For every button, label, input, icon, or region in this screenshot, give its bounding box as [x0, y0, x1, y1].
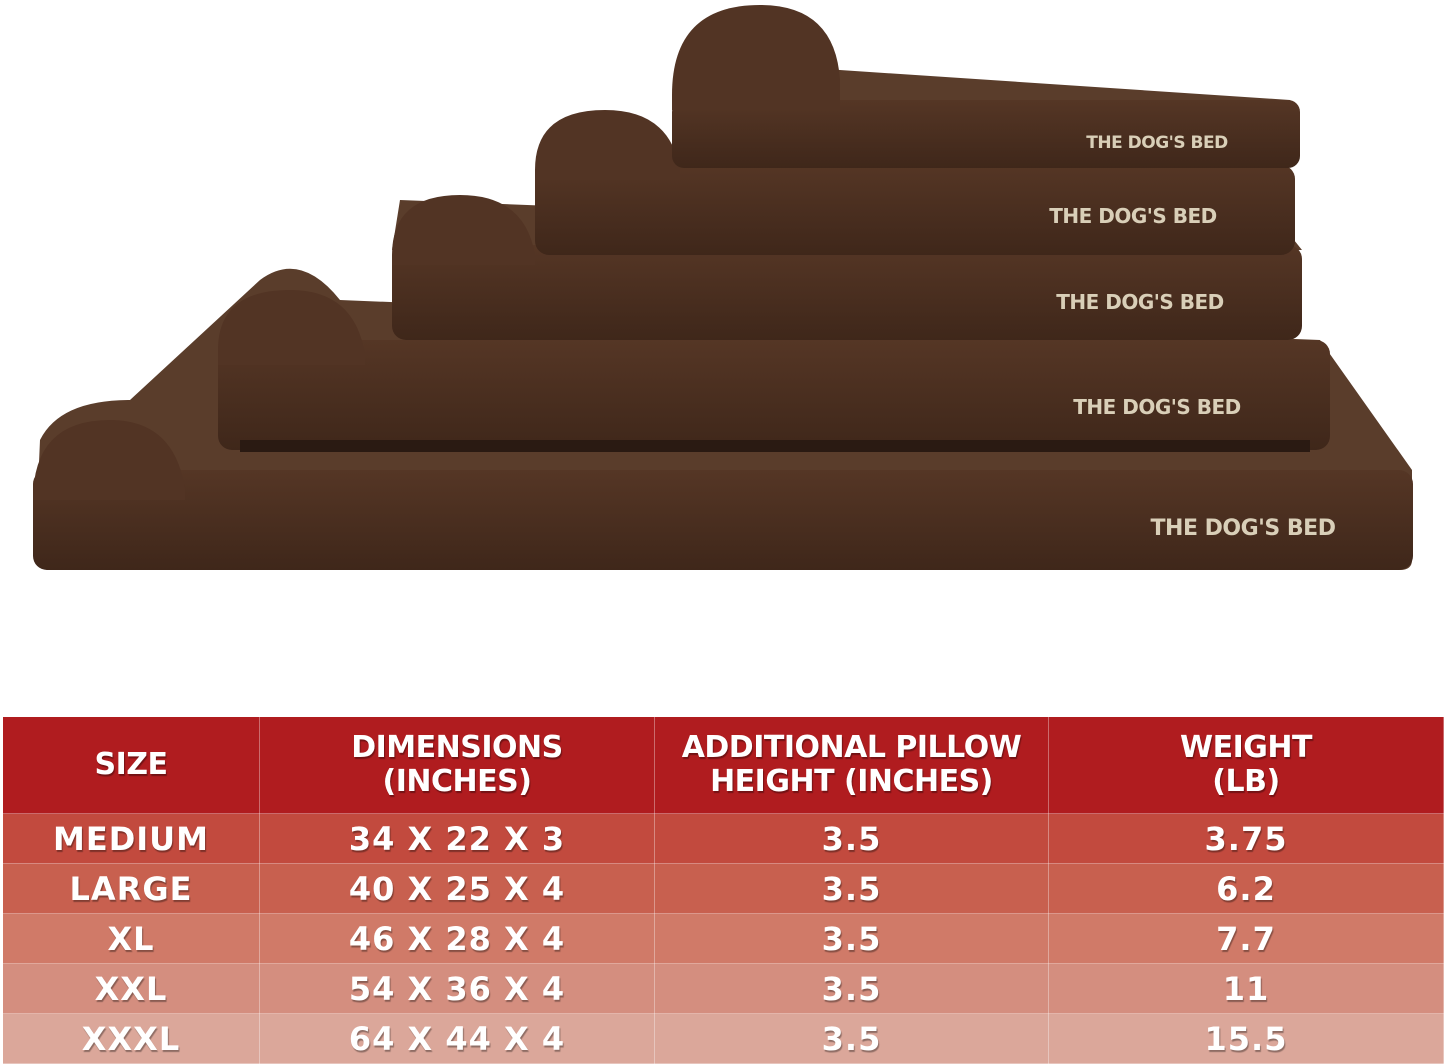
header-pillow-height: ADDITIONAL PILLOW HEIGHT (INCHES): [654, 716, 1049, 814]
cell-pillow-height: 3.5: [654, 863, 1049, 914]
table-row: MEDIUM 34 X 22 X 3 3.5 3.75: [2, 813, 1444, 864]
brand-label: THE DOG'S BED: [1049, 204, 1217, 228]
cell-size: XXXL: [2, 1013, 260, 1064]
brand-label: THE DOG'S BED: [1056, 290, 1224, 314]
cell-weight: 3.75: [1048, 813, 1444, 864]
brand-label: THE DOG'S BED: [1086, 133, 1228, 153]
cell-dimensions: 64 X 44 X 4: [259, 1013, 655, 1064]
header-weight: WEIGHT (LB): [1048, 716, 1444, 814]
brand-label: THE DOG'S BED: [1151, 516, 1336, 541]
cell-size: XXL: [2, 963, 260, 1014]
size-table: SIZE DIMENSIONS (INCHES) ADDITIONAL PILL…: [2, 716, 1444, 1064]
cell-size: XL: [2, 913, 260, 964]
bed-xxl: THE DOG'S BED: [218, 290, 1330, 452]
bed-medium: THE DOG'S BED: [672, 5, 1300, 168]
dog-beds-stack-image: THE DOG'S BED THE DOG'S BED THE DOG'S BE…: [33, 5, 1413, 570]
cell-dimensions: 46 X 28 X 4: [259, 913, 655, 964]
cell-pillow-height: 3.5: [654, 913, 1049, 964]
cell-pillow-height: 3.5: [654, 1013, 1049, 1064]
cell-weight: 7.7: [1048, 913, 1444, 964]
cell-size: LARGE: [2, 863, 260, 914]
cell-dimensions: 34 X 22 X 3: [259, 813, 655, 864]
table-row: XXL 54 X 36 X 4 3.5 11: [2, 963, 1444, 1014]
brand-label: THE DOG'S BED: [1073, 395, 1241, 419]
bed-large: THE DOG'S BED: [535, 110, 1295, 255]
cell-pillow-height: 3.5: [654, 963, 1049, 1014]
cell-pillow-height: 3.5: [654, 813, 1049, 864]
table-row: LARGE 40 X 25 X 4 3.5 6.2: [2, 863, 1444, 914]
cell-dimensions: 54 X 36 X 4: [259, 963, 655, 1014]
cell-size: MEDIUM: [2, 813, 260, 864]
table-row: XXXL 64 X 44 X 4 3.5 15.5: [2, 1013, 1444, 1064]
header-dimensions: DIMENSIONS (INCHES): [259, 716, 655, 814]
cell-weight: 6.2: [1048, 863, 1444, 914]
table-header-row: SIZE DIMENSIONS (INCHES) ADDITIONAL PILL…: [2, 716, 1444, 814]
cell-weight: 11: [1048, 963, 1444, 1014]
table-row: XL 46 X 28 X 4 3.5 7.7: [2, 913, 1444, 964]
cell-dimensions: 40 X 25 X 4: [259, 863, 655, 914]
cell-weight: 15.5: [1048, 1013, 1444, 1064]
header-size: SIZE: [2, 716, 260, 814]
